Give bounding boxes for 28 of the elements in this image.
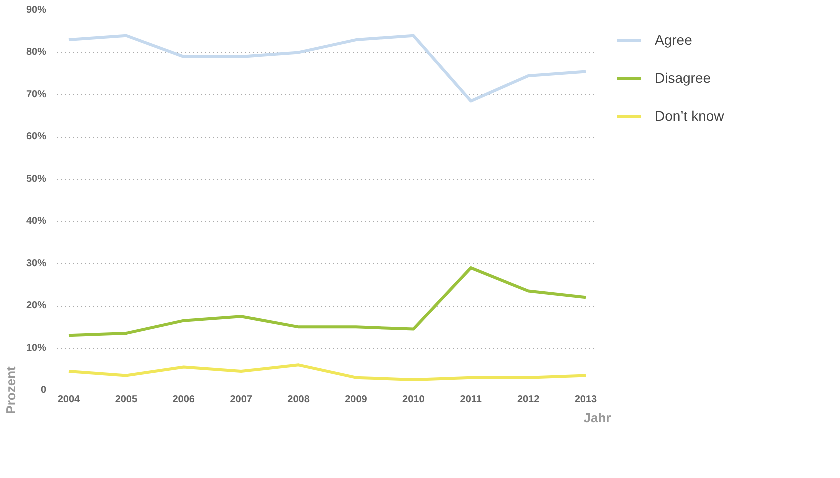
y-tick-label: 70% [26,89,47,100]
x-tick-label: 2008 [288,394,310,406]
y-tick-label: 90% [26,5,47,16]
x-tick-label: 2012 [517,394,540,406]
y-tick-label: 50% [26,174,47,185]
x-tick-label: 2013 [574,394,598,406]
y-tick-label: 10% [26,342,47,354]
legend-label: Agree [655,32,692,48]
x-tick-label: 2010 [402,394,426,406]
y-tick-label: 30% [26,258,47,270]
x-tick-label: 2006 [172,394,196,406]
legend-label: Don’t know [655,108,724,124]
y-tick-label: 60% [26,132,47,143]
y-tick-label: 0 [40,385,47,396]
x-tick-label: 2004 [58,394,81,406]
y-tick-label: 20% [26,300,47,312]
x-axis-title: Jahr [584,410,612,426]
x-tick-label: 2009 [345,394,368,406]
line-series [67,266,588,338]
x-tick-label: 2005 [115,394,138,406]
x-tick-label: 2007 [230,394,253,406]
y-axis-title: Prozent [3,366,18,414]
legend-label: Disagree [655,70,712,86]
y-tick-label: 40% [26,216,47,228]
x-tick-label: 2011 [460,394,482,406]
line-series [67,364,588,382]
line-series [67,34,588,103]
y-tick-label: 80% [26,47,47,58]
